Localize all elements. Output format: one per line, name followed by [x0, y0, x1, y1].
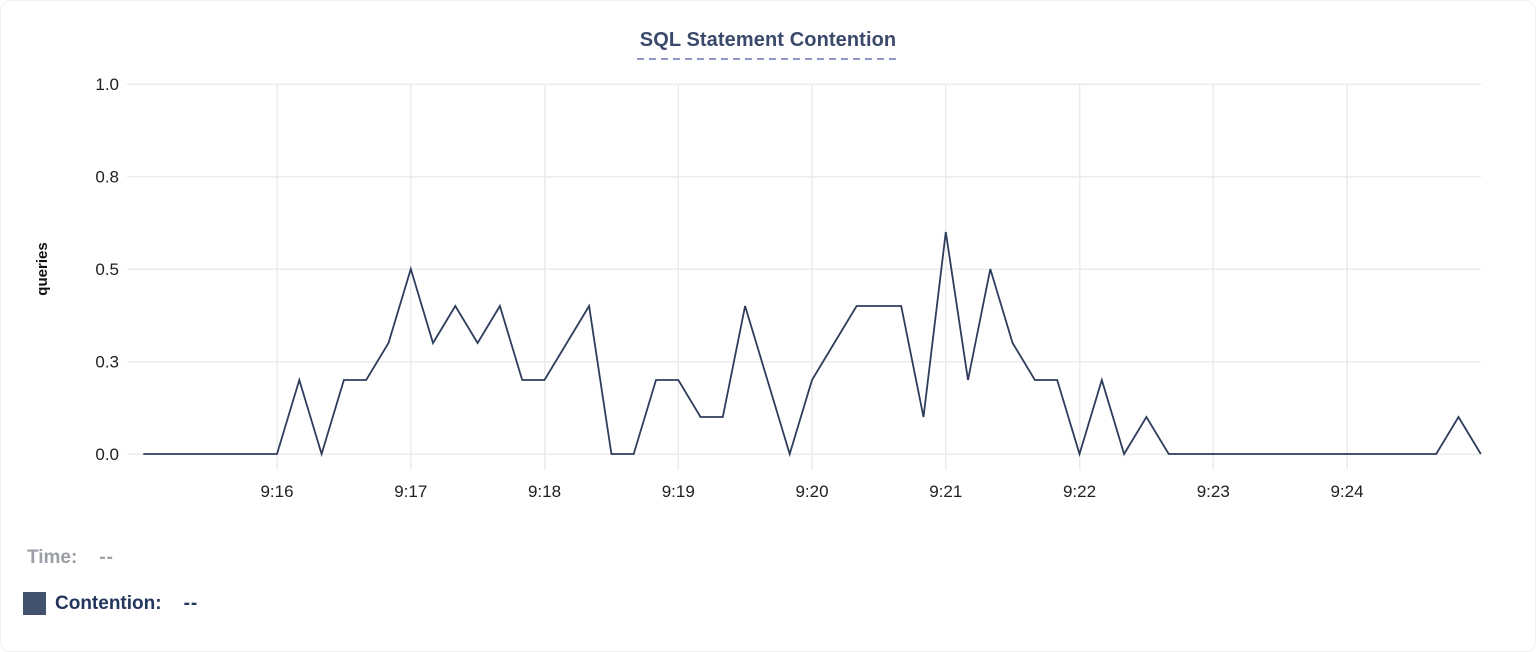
x-tick-label: 9:22	[1063, 482, 1096, 501]
x-tick-label: 9:20	[795, 482, 828, 501]
time-label: Time:	[27, 547, 78, 568]
x-tick-label: 9:18	[528, 482, 561, 501]
y-tick-label: 0.5	[95, 260, 119, 279]
x-tick-label: 9:24	[1330, 482, 1363, 501]
chart-title: SQL Statement Contention	[1, 29, 1535, 60]
contention-series-line	[143, 231, 1482, 458]
x-tick-label: 9:16	[260, 482, 293, 501]
y-tick-label: 0.8	[95, 168, 119, 187]
contention-label: Contention:	[55, 592, 162, 614]
y-tick-label: 0.0	[95, 445, 119, 464]
contention-line-chart[interactable]: 1.0 0.8 0.5 0.3 0.0 9:16 9:17 9:18 9:19 9:20 9:21 9…	[1, 1, 1536, 521]
y-axis-label: queries	[34, 242, 51, 295]
x-tick-label: 9:19	[662, 482, 695, 501]
x-tick-label: 9:21	[929, 482, 962, 501]
y-tick-label: 1.0	[95, 75, 119, 94]
time-value: --	[99, 547, 114, 568]
contention-legend-swatch	[23, 592, 46, 615]
contention-readout-row: Contention: --	[23, 592, 198, 615]
chart-title-text[interactable]: SQL Statement Contention	[636, 29, 900, 60]
x-tick-label: 9:17	[394, 482, 427, 501]
contention-value: --	[183, 592, 199, 614]
time-readout-row: Time: --	[27, 547, 114, 569]
x-tick-label: 9:23	[1197, 482, 1230, 501]
y-tick-label: 0.3	[95, 353, 119, 372]
